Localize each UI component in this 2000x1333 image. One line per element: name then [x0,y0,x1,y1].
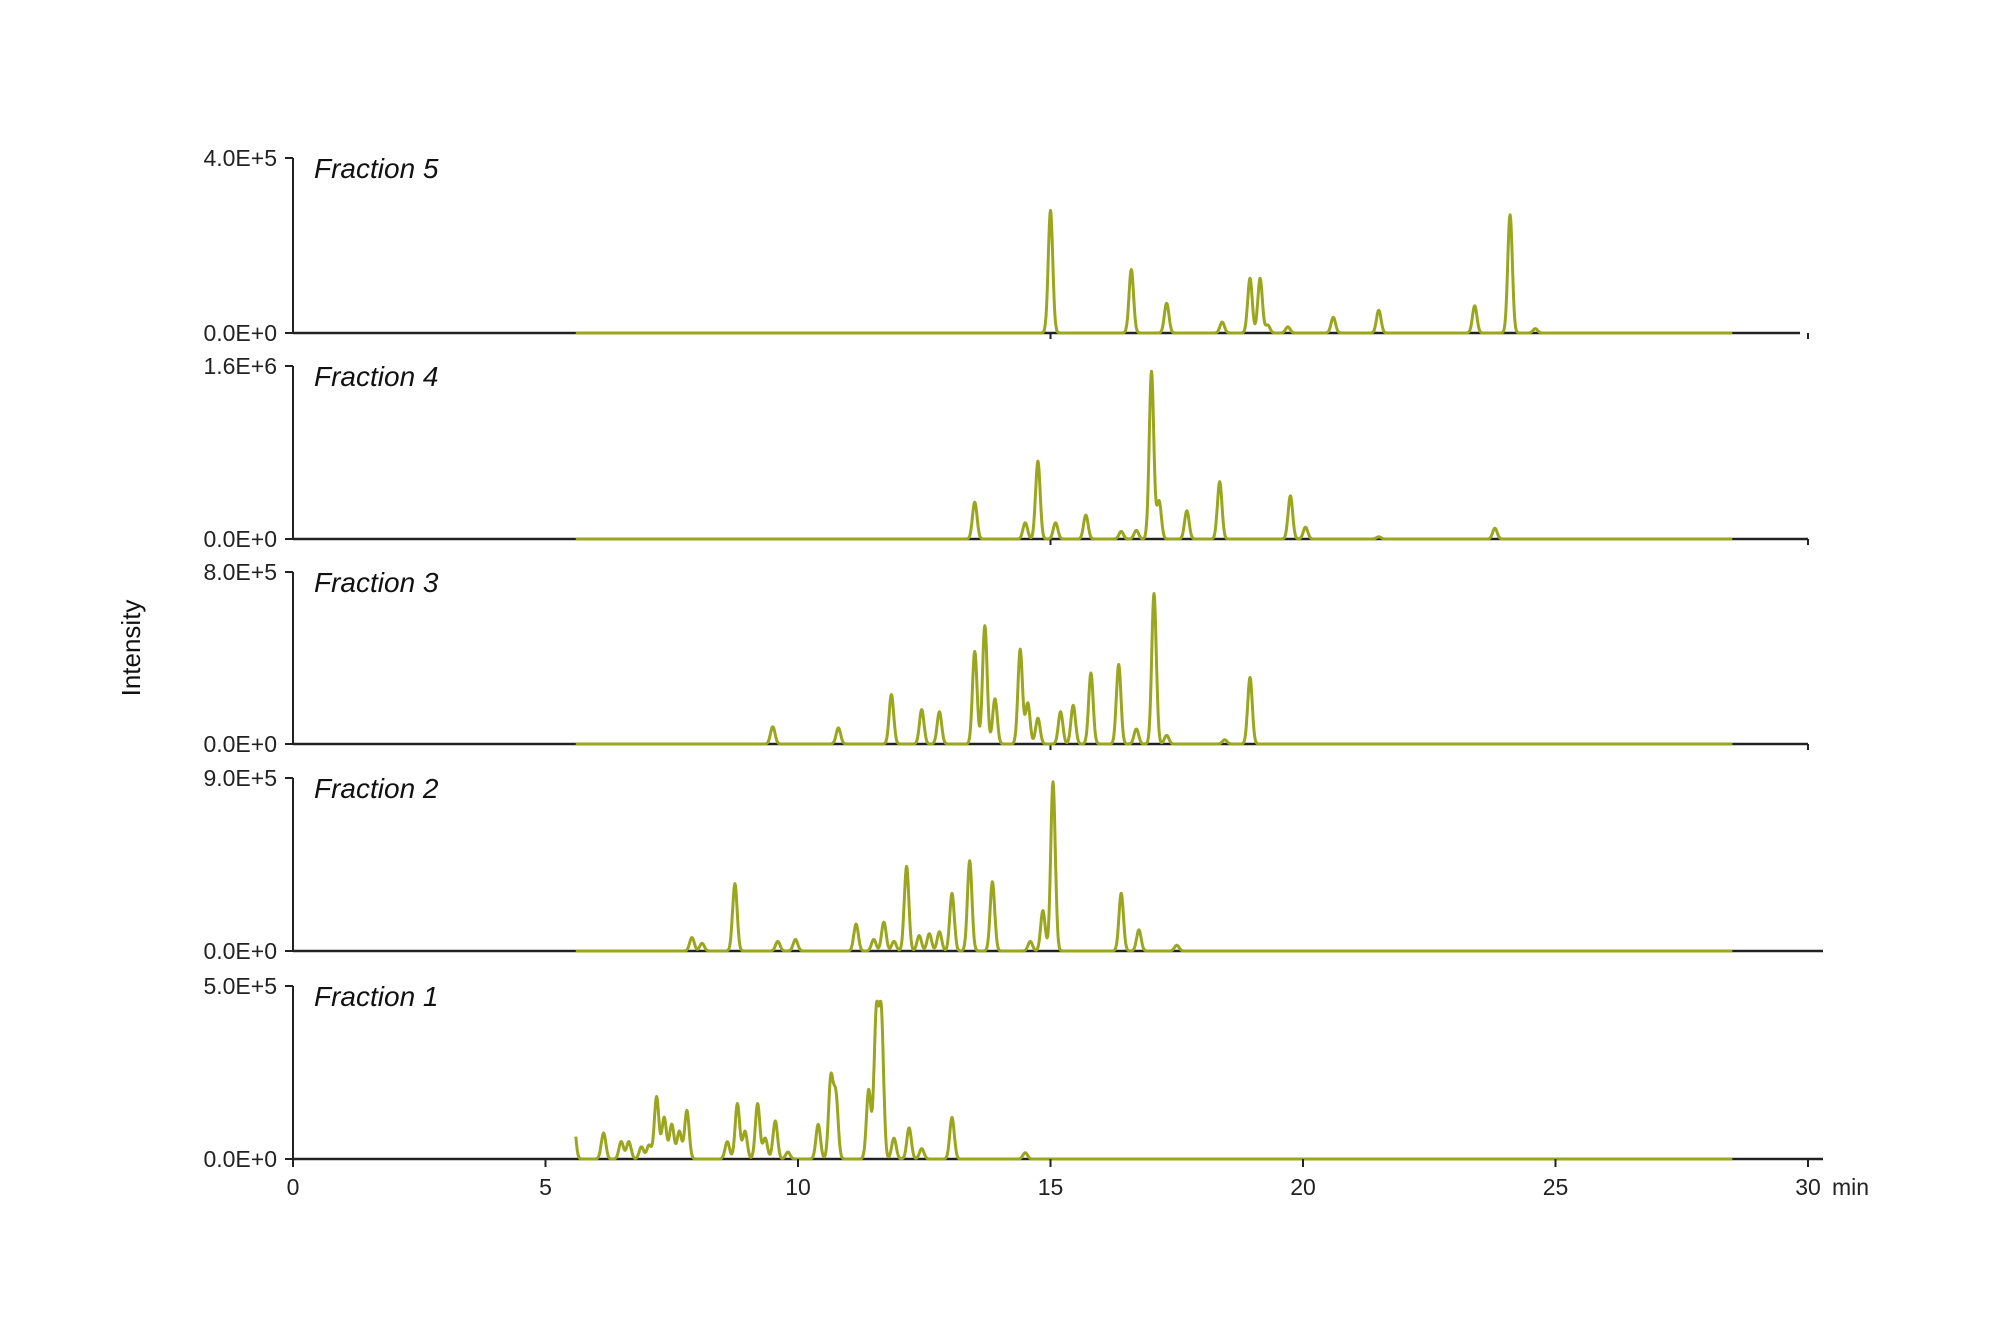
chromatogram-trace [574,209,1734,335]
fraction-panel-5: 0.0E+0 5.0E+5 Fraction 1 [203,973,1823,1172]
panel-title: Fraction 3 [314,567,439,598]
y-tick-label-max: 5.0E+5 [203,973,277,999]
y-tick-label-max: 8.0E+5 [203,559,277,585]
chromatogram-trace [574,780,1734,953]
chromatogram-trace [574,999,1734,1161]
y-tick-label-min: 0.0E+0 [203,938,277,964]
x-tick-label: 5 [539,1174,552,1200]
chromatogram-trace [574,369,1734,541]
x-axis-unit: min [1832,1174,1869,1200]
y-tick-label-max: 4.0E+5 [203,145,277,171]
x-tick-label: 15 [1038,1174,1064,1200]
fraction-panel-4: 0.0E+0 9.0E+5 Fraction 2 [203,765,1823,964]
x-axis: 0 5 10 15 20 25 30 min [287,1159,1869,1200]
y-tick-label-min: 0.0E+0 [203,526,277,552]
y-tick-label-min: 0.0E+0 [203,731,277,757]
panel-title: Fraction 2 [314,773,439,804]
x-tick-label: 25 [1543,1174,1569,1200]
chromatogram-trace [574,592,1734,746]
y-tick-label-min: 0.0E+0 [203,1146,277,1172]
fraction-panel-2: 0.0E+0 1.6E+6 Fraction 4 [203,353,1809,552]
y-tick-label-max: 9.0E+5 [203,765,277,791]
x-tick-label: 20 [1290,1174,1316,1200]
y-tick-label-max: 1.6E+6 [203,353,277,379]
x-tick-label: 10 [785,1174,811,1200]
panel-title: Fraction 4 [314,361,439,392]
y-axis-title: Intensity [116,600,146,697]
x-tick-label: 0 [287,1174,300,1200]
chart-panels: 0.0E+0 4.0E+5 Fraction 5 0.0E+0 1.6E+6 Fracti… [203,145,1823,1172]
fraction-panel-3: 0.0E+0 8.0E+5 Fraction 3 [203,559,1809,757]
panel-title: Fraction 1 [314,981,439,1012]
panel-title: Fraction 5 [314,153,439,184]
fraction-panel-1: 0.0E+0 4.0E+5 Fraction 5 [203,145,1809,346]
y-tick-label-min: 0.0E+0 [203,320,277,346]
x-tick-label: 30 [1795,1174,1821,1200]
